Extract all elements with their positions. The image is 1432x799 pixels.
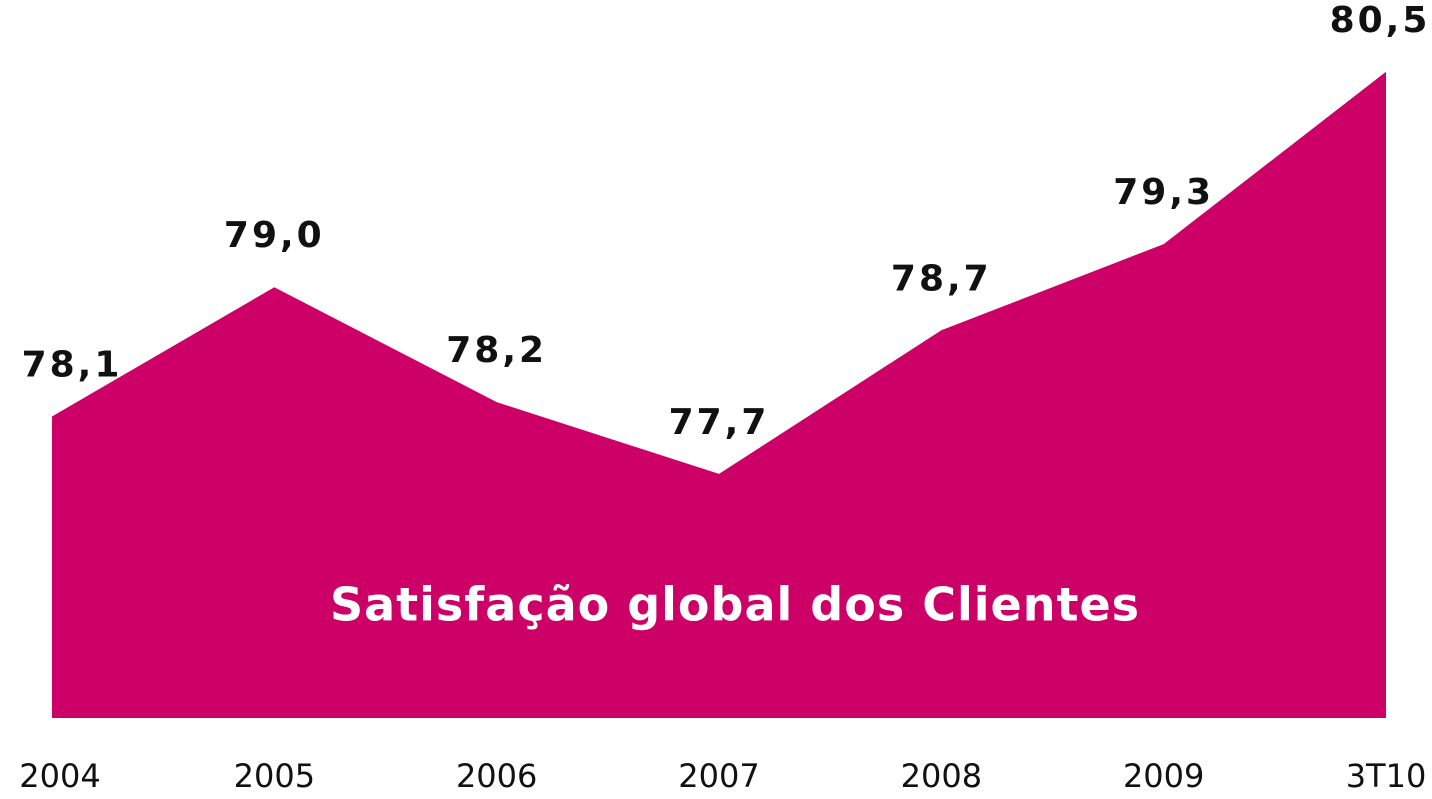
value-label: 79,0	[224, 215, 325, 256]
value-label: 78,2	[446, 330, 547, 371]
chart-title: Satisfação global dos Clientes	[330, 578, 1140, 632]
area	[52, 71, 1386, 719]
x-tick-label: 2005	[234, 757, 315, 795]
x-tick-label: 3T10	[1346, 757, 1427, 795]
value-label: 79,3	[1113, 172, 1214, 213]
x-tick-label: 2004	[19, 757, 100, 795]
x-tick-label: 2009	[1123, 757, 1204, 795]
value-label: 77,7	[669, 402, 770, 443]
value-label: 80,5	[1330, 0, 1431, 41]
x-tick-label: 2006	[456, 757, 537, 795]
x-tick-label: 2007	[678, 757, 759, 795]
value-label: 78,7	[891, 258, 992, 299]
x-tick-label: 2008	[901, 757, 982, 795]
value-label: 78,1	[22, 344, 123, 385]
